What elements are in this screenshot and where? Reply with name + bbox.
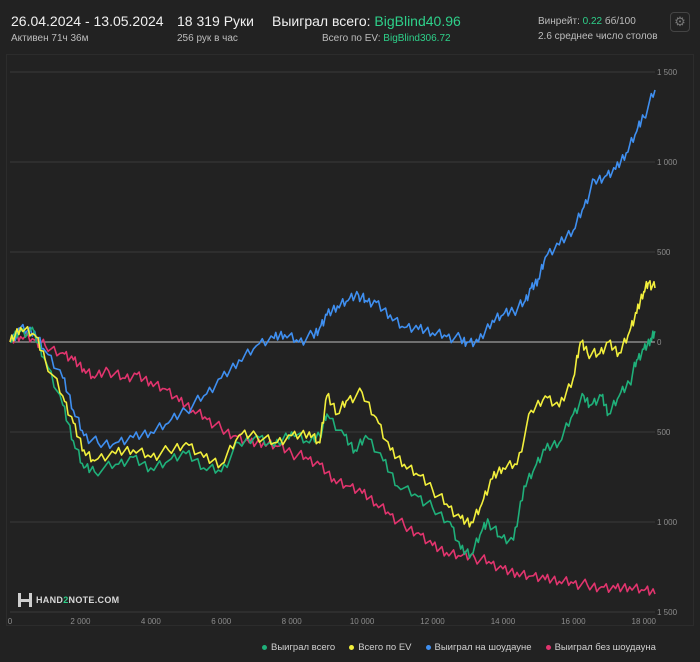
series-line-2 <box>9 89 656 449</box>
gear-icon[interactable]: ⚙ <box>670 12 690 32</box>
legend-label: Выиграл на шоудауне <box>434 641 532 653</box>
total-ev-value: BigBlind306.72 <box>383 33 451 44</box>
x-tick-label: 18 000 <box>632 617 657 626</box>
legend-dot-icon <box>262 644 267 650</box>
legend-dot-icon <box>349 644 355 650</box>
chart-legend: Выиграл всего Всего по EV Выиграл на шоуда… <box>262 640 656 654</box>
series-line-0 <box>10 326 656 559</box>
total-won-label: Выиграл всего: <box>272 13 371 29</box>
legend-item-3[interactable]: Выиграл без шоудауна <box>545 640 656 654</box>
x-tick-label: 12 000 <box>420 617 445 626</box>
y-tick-label: 1 500 <box>657 68 678 77</box>
y-tick-label: 500 <box>657 248 671 257</box>
total-ev: Всего по EV: BigBlind306.72 <box>322 33 451 44</box>
hand2note-logo-icon <box>18 593 32 607</box>
x-tick-label: 4 000 <box>141 617 162 626</box>
winrate-label: Винрейт: <box>538 16 580 27</box>
x-tick-label: 16 000 <box>561 617 586 626</box>
y-tick-label: 1 000 <box>657 158 678 167</box>
total-won: Выиграл всего: BigBlind40.96 <box>272 13 461 29</box>
chart-series <box>9 89 656 596</box>
chart-frame <box>6 54 694 626</box>
x-tick-label: 0 <box>8 617 13 626</box>
legend-item-1[interactable]: Всего по EV <box>349 640 412 654</box>
series-line-3 <box>9 332 656 596</box>
hands-count: 18 319 Руки <box>177 13 254 29</box>
legend-item-0[interactable]: Выиграл всего <box>262 640 335 654</box>
x-axis-ticks: 0 2 000 4 000 6 000 8 000 10 000 12 000 14 000 1… <box>8 617 657 626</box>
avg-tables: 2.6 среднее число столов <box>538 31 658 42</box>
date-range: 26.04.2024 - 13.05.2024 <box>11 13 164 29</box>
y-tick-label: 500 <box>657 428 671 437</box>
y-tick-label: 1 000 <box>657 518 678 527</box>
chart-grid <box>10 71 655 613</box>
legend-label: Выиграл без шоудауна <box>554 641 656 653</box>
legend-item-2[interactable]: Выиграл на шоудауне <box>425 640 532 654</box>
y-tick-label: 0 <box>657 338 662 347</box>
x-tick-label: 2 000 <box>70 617 91 626</box>
y-axis-ticks: 1 500 1 000 500 0 500 1 000 1 500 <box>657 68 678 617</box>
stats-header: 26.04.2024 - 13.05.2024 Активен 71ч 36м … <box>0 0 700 52</box>
total-ev-label: Всего по EV: <box>322 33 381 44</box>
x-tick-label: 14 000 <box>491 617 516 626</box>
legend-dot-icon <box>545 644 551 650</box>
hand2note-logo-text: HAND2NOTE.COM <box>36 595 120 605</box>
series-line-1 <box>9 280 656 528</box>
legend-label: Всего по EV <box>358 641 412 653</box>
hands-per-hour: 256 рук в час <box>177 33 238 44</box>
x-tick-label: 10 000 <box>350 617 375 626</box>
total-won-value: BigBlind40.96 <box>374 13 461 29</box>
hand2note-logo: HAND2NOTE.COM <box>18 592 119 608</box>
legend-label: Выиграл всего <box>271 641 336 653</box>
y-tick-label: 1 500 <box>657 608 678 617</box>
x-tick-label: 8 000 <box>282 617 303 626</box>
active-time: Активен 71ч 36м <box>11 33 89 44</box>
winrate-value: 0.22 <box>582 16 603 27</box>
x-tick-label: 6 000 <box>211 617 232 626</box>
winrate: Винрейт: 0.22 бб/100 <box>538 16 636 27</box>
winrate-unit: бб/100 <box>604 16 636 27</box>
legend-dot-icon <box>425 644 431 650</box>
